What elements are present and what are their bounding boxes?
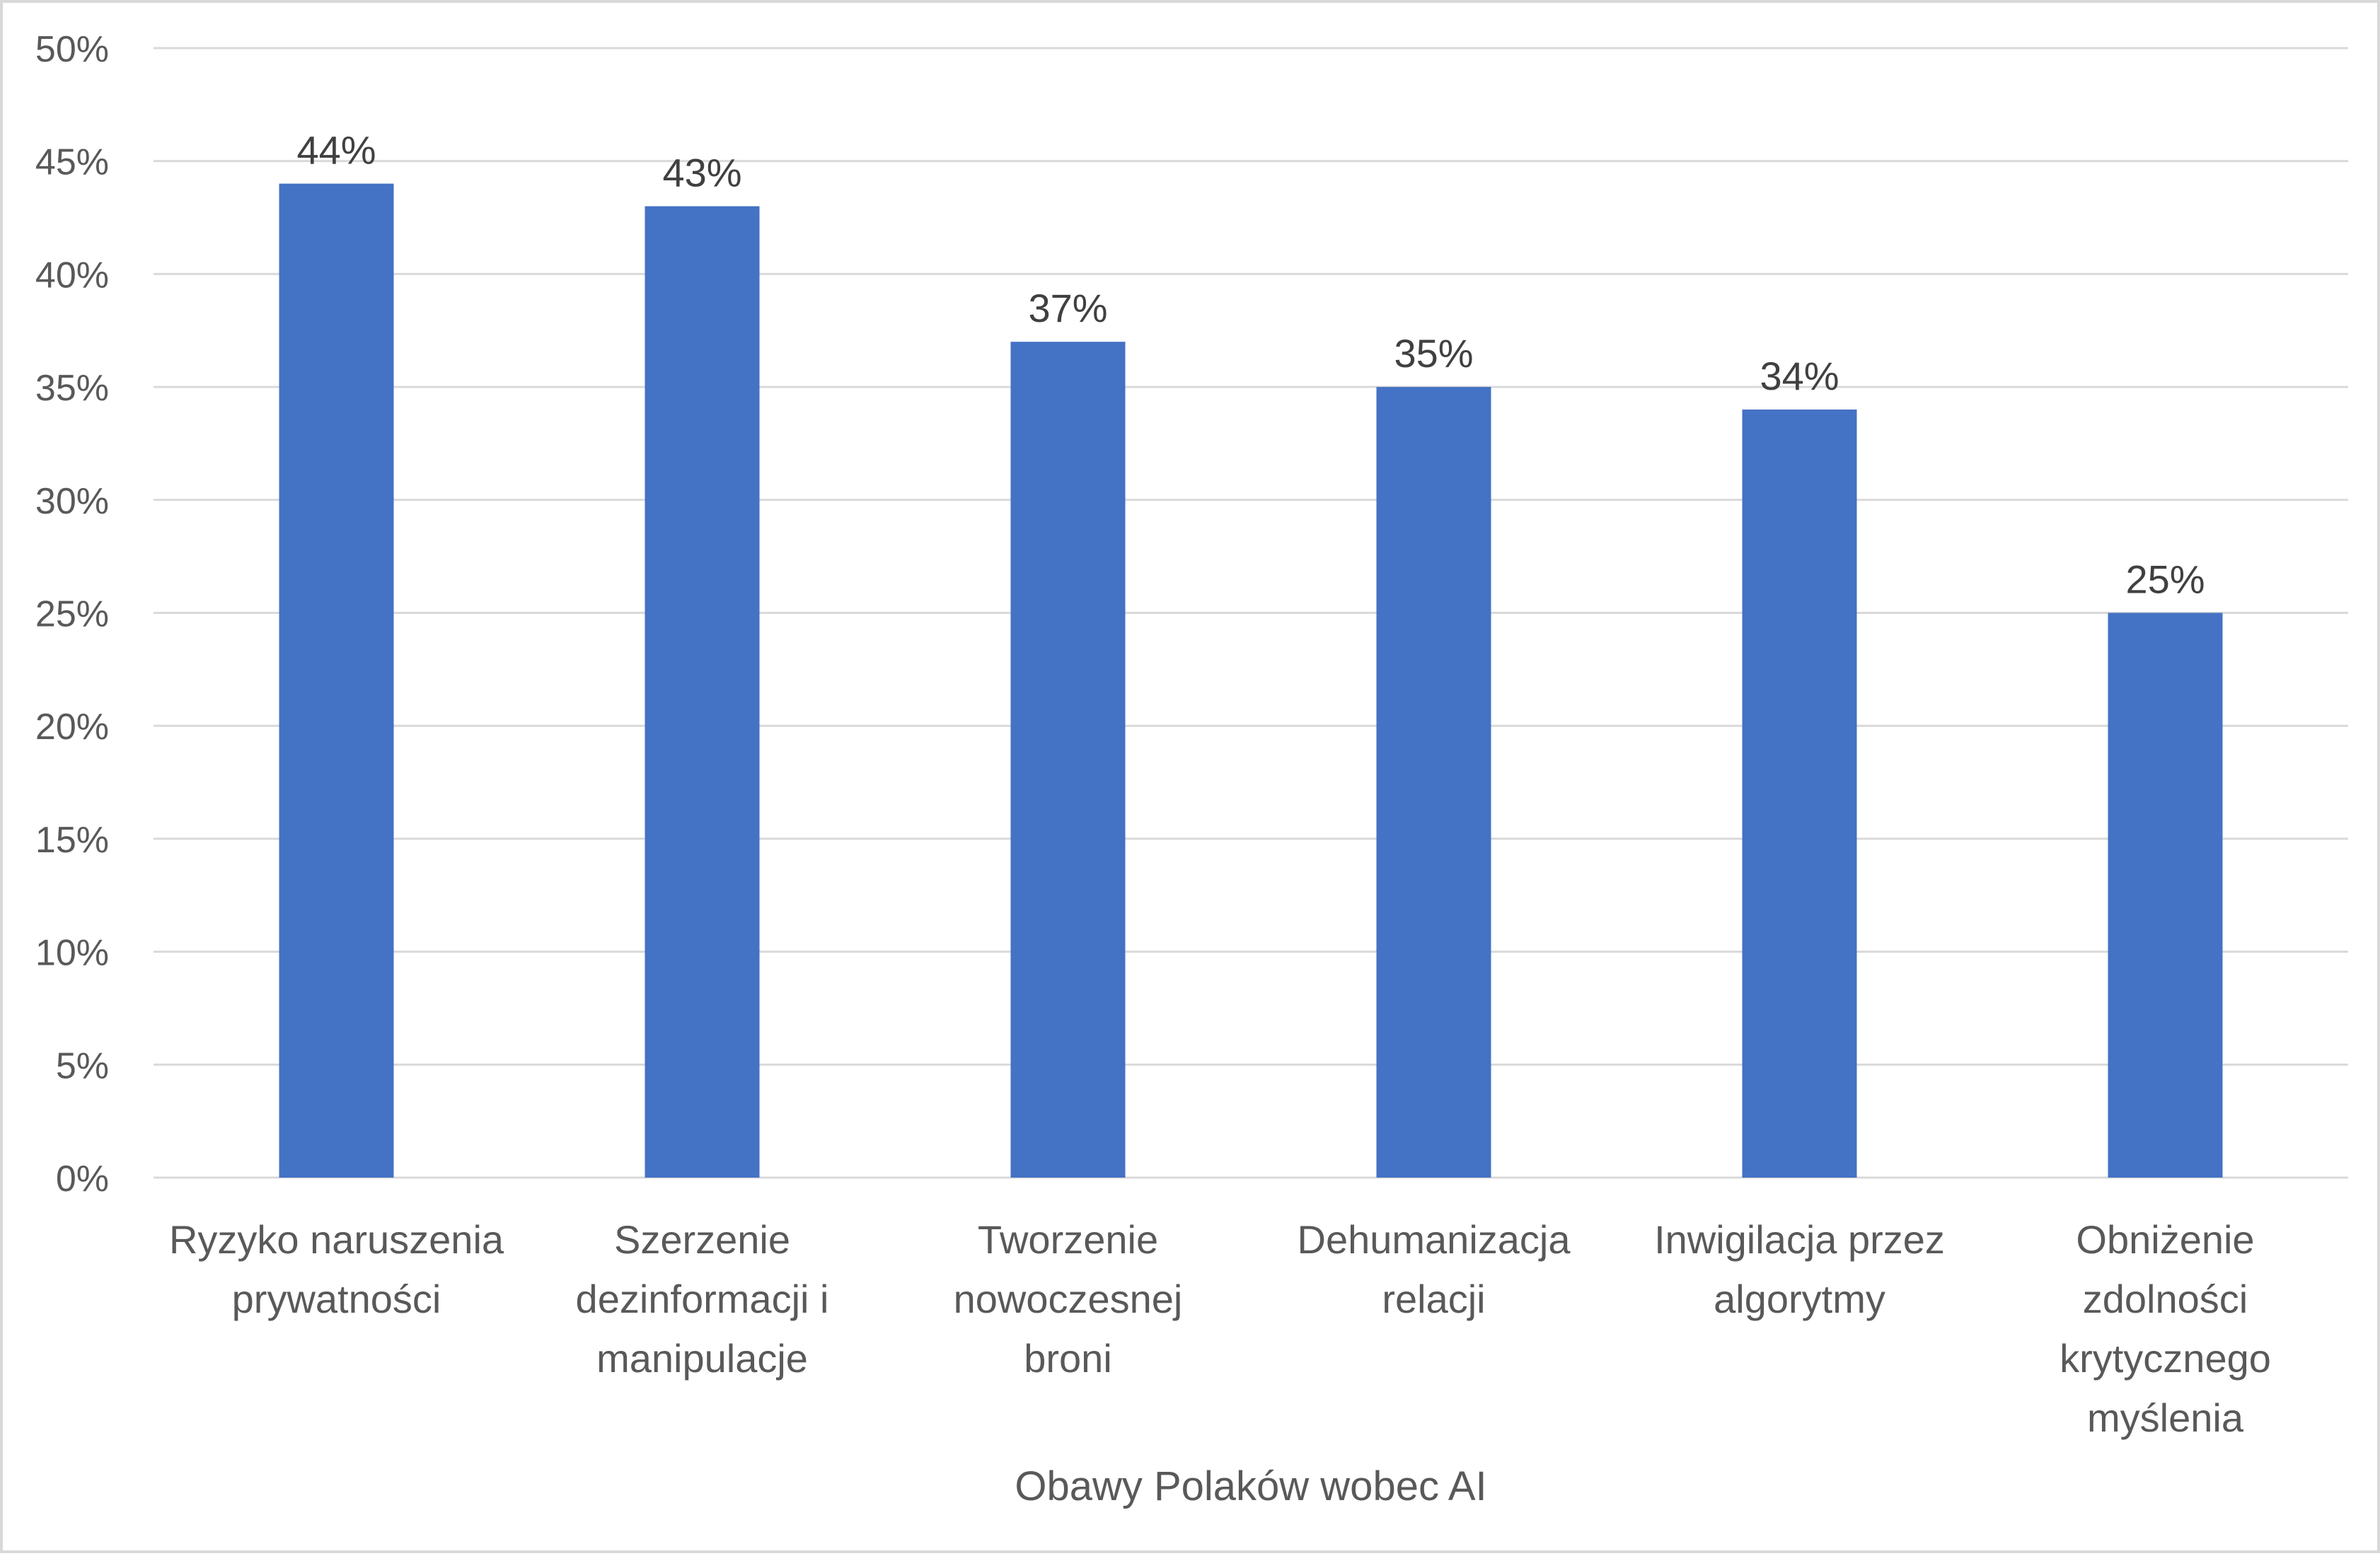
y-tick-label: 0% [56, 1159, 109, 1200]
x-category-label: broni [1024, 1336, 1112, 1381]
x-category-label: Szerzenie [614, 1217, 790, 1262]
bar [645, 206, 760, 1178]
bar [1742, 410, 1857, 1178]
x-axis-categories: Ryzyko naruszenia prywatności Szerzenie dez… [169, 1217, 2271, 1440]
data-labels: 44% 43% 37% 35% 34% 25% [296, 128, 2205, 602]
y-axis-ticks: 0% 5% 10% 15% 20% 25% 30% 35% 40% 45% 50% [35, 29, 109, 1200]
data-label: 35% [1394, 331, 1473, 376]
x-category-label: relacji [1382, 1277, 1485, 1321]
x-category-label: Tworzenie [978, 1217, 1158, 1262]
y-tick-label: 45% [35, 142, 109, 183]
data-label: 25% [2125, 557, 2205, 602]
x-category-label: manipulacje [596, 1336, 808, 1381]
gridlines [154, 47, 2348, 1179]
y-tick-label: 5% [56, 1045, 109, 1086]
bar [1010, 342, 1126, 1178]
data-label: 37% [1028, 286, 1107, 330]
y-tick-label: 10% [35, 933, 109, 974]
x-category-label: algorytmy [1714, 1277, 1885, 1321]
y-tick-label: 50% [35, 29, 109, 70]
bar [2108, 612, 2223, 1178]
y-tick-label: 20% [35, 707, 109, 748]
x-category-label: Obniżenie [2076, 1217, 2254, 1262]
x-category-label: prywatności [232, 1277, 441, 1321]
x-category-label: dezinformacji i [576, 1277, 829, 1321]
x-category-label: zdolności [2083, 1277, 2248, 1321]
bar [279, 183, 394, 1178]
x-category-label: Dehumanizacja [1298, 1217, 1571, 1262]
data-label: 34% [1760, 354, 1839, 398]
x-category-label: myślenia [2087, 1395, 2244, 1440]
data-label: 44% [296, 128, 376, 173]
y-tick-label: 30% [35, 481, 109, 522]
x-category-label: Inwigilacja przez [1654, 1217, 1945, 1262]
x-category-label: Ryzyko naruszenia [169, 1217, 504, 1262]
y-tick-label: 35% [35, 368, 109, 409]
x-axis-title: Obawy Polaków wobec AI [1015, 1463, 1486, 1509]
bars [279, 183, 2223, 1178]
y-tick-label: 25% [35, 594, 109, 635]
bar [1376, 387, 1491, 1178]
x-category-label: nowoczesnej [954, 1277, 1183, 1321]
y-tick-label: 40% [35, 255, 109, 296]
data-label: 43% [662, 151, 741, 195]
y-tick-label: 15% [35, 820, 109, 861]
x-category-label: krytycznego [2060, 1336, 2271, 1381]
bar-chart: 0% 5% 10% 15% 20% 25% 30% 35% 40% 45% 50% 44% 43% 37… [35, 29, 2348, 1509]
